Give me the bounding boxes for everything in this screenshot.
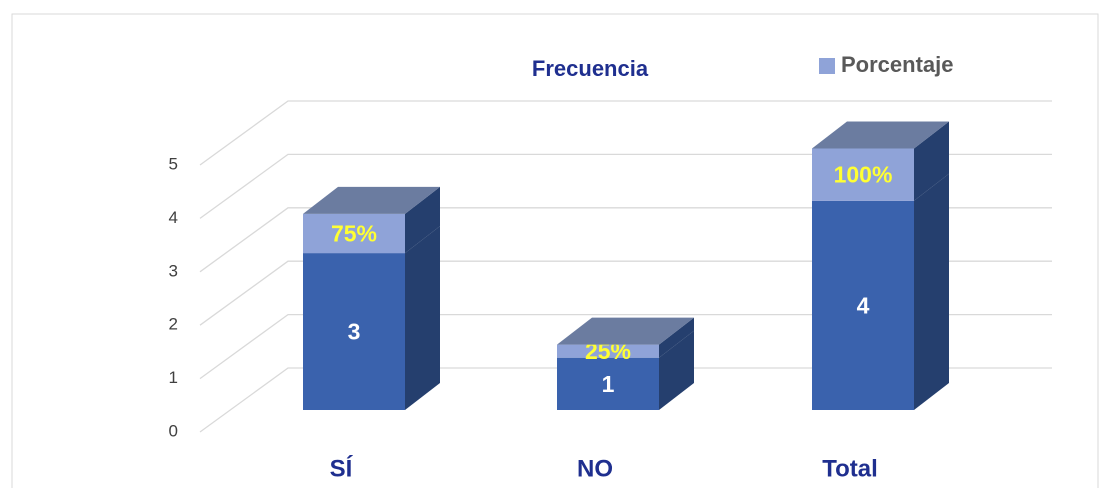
legend-label: Porcentaje xyxy=(841,52,954,77)
bar-side xyxy=(659,317,694,358)
y-tick-label: 4 xyxy=(169,208,178,227)
data-label: 1 xyxy=(602,371,615,397)
bar-top xyxy=(812,121,949,149)
grid-line xyxy=(199,367,1052,433)
x-tick-label: SÍ xyxy=(330,454,354,482)
bar xyxy=(812,200,914,410)
grid-line xyxy=(199,153,1052,219)
bar xyxy=(303,213,405,254)
bar-side xyxy=(405,226,440,410)
data-label: 100% xyxy=(834,162,893,188)
grid-line xyxy=(199,100,1052,166)
bar-top xyxy=(557,317,694,345)
bar-side xyxy=(405,186,440,254)
legend-swatch xyxy=(819,58,835,74)
y-tick-label: 5 xyxy=(169,154,178,173)
data-label: 3 xyxy=(348,319,361,345)
x-tick-label: NO xyxy=(577,455,613,482)
bar-side xyxy=(914,173,949,410)
bar xyxy=(557,344,659,358)
grid-line xyxy=(199,207,1052,273)
bar xyxy=(303,253,405,410)
y-tick-label: 3 xyxy=(169,261,178,280)
bar xyxy=(812,148,914,201)
data-label: 75% xyxy=(331,221,377,247)
bar xyxy=(557,357,659,410)
grid-line xyxy=(199,313,1052,380)
bar-top xyxy=(303,186,440,214)
legend-label: Frecuencia xyxy=(532,56,649,81)
y-tick-label: 0 xyxy=(169,421,178,440)
bar-side xyxy=(659,330,694,410)
data-label: 4 xyxy=(857,292,870,318)
grid-line xyxy=(199,260,1052,326)
x-tick-label: Total xyxy=(822,455,878,482)
y-tick-label: 1 xyxy=(169,368,178,387)
bar-side xyxy=(914,121,949,201)
y-tick-label: 2 xyxy=(169,315,178,334)
